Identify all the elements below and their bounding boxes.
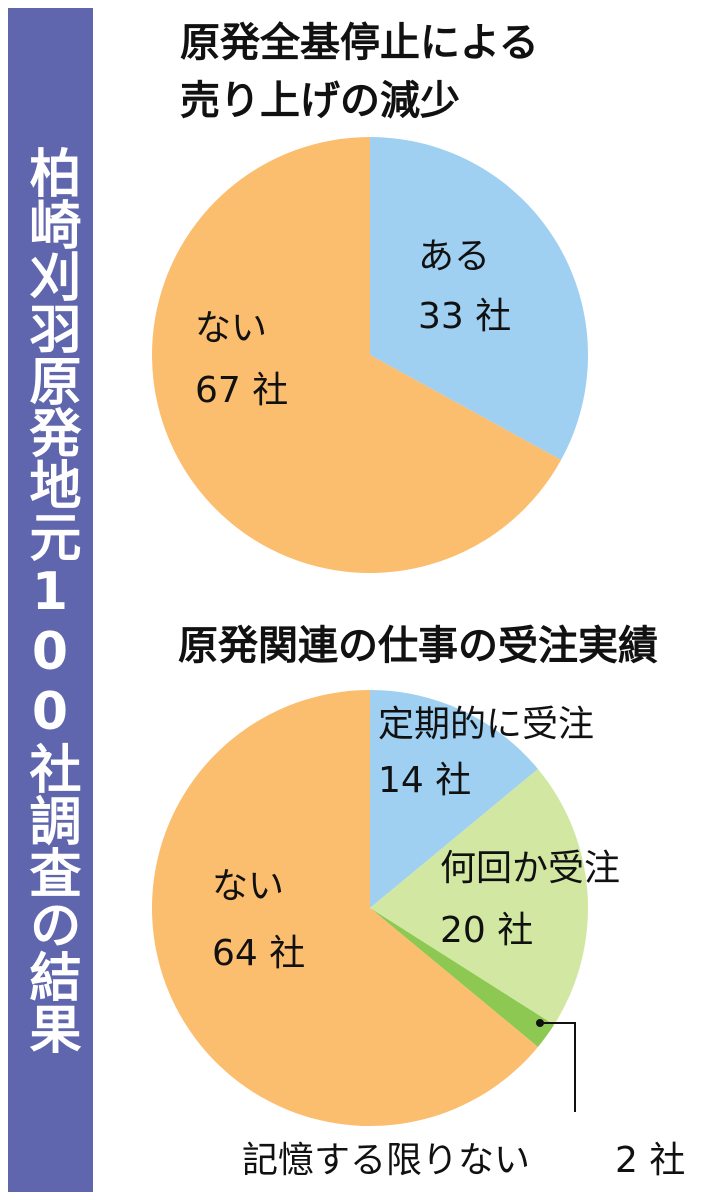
pie-slice	[370, 690, 538, 908]
value-label: 64 社	[212, 933, 305, 974]
chart-title: 売り上げの減少	[180, 78, 460, 124]
side-title-box: 柏崎刈羽原発地元100社調査の結果	[8, 8, 93, 1192]
slice-label: 記憶する限りない	[242, 1140, 530, 1181]
value-label: 14 社	[378, 760, 471, 801]
slice-label: ない	[195, 308, 267, 349]
value-label: 20 社	[440, 910, 533, 951]
side-title: 柏崎刈羽原発地元100社調査の結果	[20, 146, 80, 1054]
slice-label: 定期的に受注	[378, 704, 594, 745]
pie-slice	[151, 137, 562, 573]
pie-slice	[151, 690, 538, 1126]
leader-line	[540, 1022, 576, 1112]
pie-slice	[370, 769, 588, 1025]
value-label: 33 社	[418, 296, 511, 337]
pie-slice	[370, 137, 588, 461]
value-label: 67 社	[195, 370, 288, 411]
chart-title: 原発全基停止による	[180, 20, 539, 66]
slice-label: ない	[212, 866, 284, 907]
chart-title: 原発関連の仕事の受注実績	[178, 623, 658, 669]
slice-label: 何回か受注	[440, 848, 620, 889]
value-label: 2 社	[615, 1140, 685, 1181]
slice-label: ある	[418, 236, 490, 277]
pie-slice	[370, 908, 555, 1047]
